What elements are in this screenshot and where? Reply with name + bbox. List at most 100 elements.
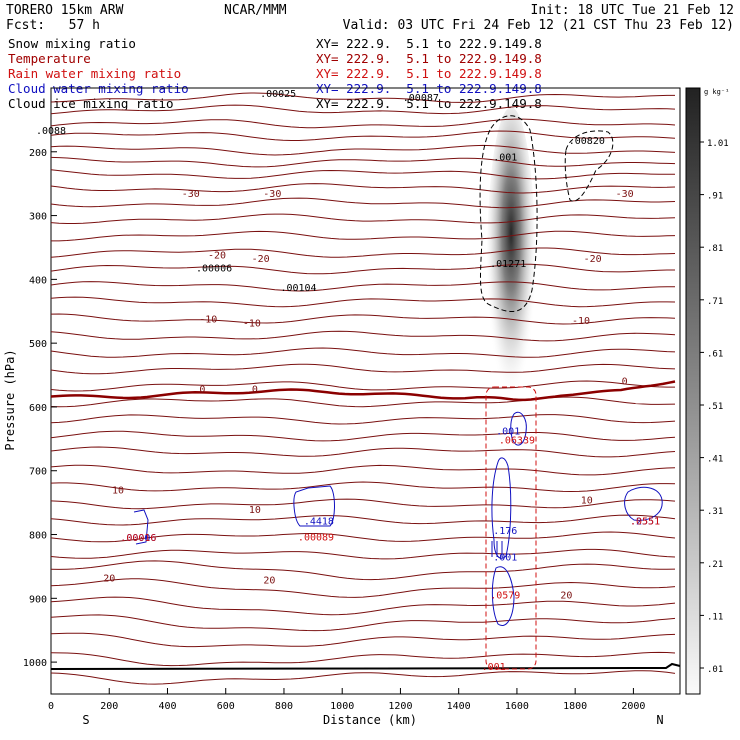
y-axis-title: Pressure (hPa): [3, 349, 17, 450]
rain-value: .0551: [630, 516, 660, 527]
isotherm: [50, 670, 676, 685]
isotherm: [50, 632, 676, 648]
isotherm: [50, 414, 676, 425]
snow-value: .0088: [36, 126, 66, 137]
forecast-hour: Fcst: 57 h: [6, 18, 100, 33]
rain-value: .00089: [298, 532, 334, 543]
temperature-label: -10: [572, 316, 590, 327]
isotherm: [50, 144, 676, 156]
colorbar-label: .11: [707, 612, 723, 622]
y-tick-label: 400: [29, 275, 47, 286]
cloud-water-contour-mid: [293, 485, 335, 527]
snow-value: .00087: [403, 93, 439, 104]
x-tick-label: 1200: [388, 701, 412, 712]
isotherm: [50, 560, 676, 581]
x-tick-label: 200: [100, 701, 118, 712]
snow-value: .00820: [569, 136, 605, 147]
temperature-label: -20: [208, 250, 226, 261]
freezing-level: [50, 380, 676, 402]
temperature-label: 20: [560, 590, 572, 601]
x-axis-title: Distance (km): [323, 713, 417, 727]
x-tick-label: 1600: [505, 701, 529, 712]
isotherm: [50, 380, 675, 392]
colorbar-label: .41: [707, 455, 723, 465]
cloud-water-value: .00006: [120, 533, 156, 544]
temperature-label: -10: [243, 319, 261, 330]
isotherm: [50, 347, 676, 358]
colorbar-label: .31: [707, 507, 723, 517]
colorbar-label: .71: [707, 297, 723, 307]
legend-label-temperature: Temperature: [8, 51, 91, 66]
isotherm: [50, 548, 676, 560]
rain-value: .001: [482, 662, 506, 673]
temperature-contours: [50, 92, 681, 685]
colorbar-label: 1.01: [707, 139, 729, 149]
cloud-ice-contour: [479, 115, 538, 312]
isotherm: [50, 130, 676, 141]
cloud-water-contour-low: [491, 566, 515, 626]
colorbar-label: .51: [707, 402, 723, 412]
x-tick-label: 400: [158, 701, 176, 712]
rain-contour: [485, 386, 537, 670]
colorbar-label: .21: [707, 560, 723, 570]
legend-label-rain: Rain water mixing ratio: [8, 66, 181, 81]
colorbar-label: .61: [707, 349, 723, 359]
isotherm: [50, 651, 676, 667]
isotherm: [50, 464, 676, 476]
isotherm: [50, 92, 675, 103]
temperature-label: -30: [263, 189, 281, 200]
isotherm: [50, 531, 676, 543]
x-tick-label: 1400: [447, 701, 471, 712]
temperature-label: 10: [249, 505, 261, 516]
valid-time: Valid: 03 UTC Fri 24 Feb 12 (21 CST Thu …: [343, 18, 734, 33]
snow-value: .00025: [260, 89, 296, 100]
isotherm: [50, 596, 676, 616]
org-label: NCAR/MMM: [224, 3, 287, 18]
legend-label-cloud-ice: Cloud ice mixing ratio: [8, 96, 174, 111]
isotherm: [50, 614, 676, 632]
y-tick-label: 300: [29, 212, 47, 223]
isotherm: [50, 263, 675, 275]
x-tick-label: 0: [48, 701, 54, 712]
temperature-label: -30: [182, 189, 200, 200]
snow-value: .01271: [490, 259, 526, 270]
rain-value: .00016: [120, 533, 156, 544]
init-time: Init: 18 UTC Tue 21 Feb 12: [531, 3, 735, 18]
x-tick-label: 800: [275, 701, 293, 712]
temperature-label: -20: [252, 254, 270, 265]
y-tick-label: 200: [29, 148, 47, 159]
legend-xy-snow: XY= 222.9. 5.1 to 222.9.149.8: [316, 36, 542, 51]
legend-xy-rain: XY= 222.9. 5.1 to 222.9.149.8: [316, 66, 542, 81]
ground-surface: [50, 662, 681, 670]
isotherm: [51, 230, 676, 242]
y-tick-label: 800: [29, 531, 47, 542]
isotherm: [50, 104, 676, 115]
x-tick-label: 2000: [621, 701, 645, 712]
isotherm: [50, 481, 676, 493]
isotherm: [50, 498, 676, 510]
contour-labels: -30 -30 -30 -20 -20 -20 -10 -10 -10 0 0 0 10 10 10 20 20…: [36, 89, 660, 673]
isotherm: [50, 197, 676, 209]
isotherm: [50, 396, 676, 408]
temperature-label: -30: [616, 189, 634, 200]
north-label: N: [656, 713, 663, 727]
cloud-water-value: .001: [496, 426, 520, 437]
colorbar-ramp: [685, 87, 701, 695]
isotherm: [50, 247, 676, 258]
snow-value: .00006: [196, 264, 232, 275]
y-tick-label: 500: [29, 339, 47, 350]
rain-value: .0579: [490, 590, 520, 601]
x-tick-label: 1800: [563, 701, 587, 712]
temperature-label: 10: [112, 486, 124, 497]
isotherm: [50, 118, 676, 129]
isotherm: [50, 578, 676, 598]
temperature-label: 20: [103, 574, 115, 585]
colorbar-label: .01: [707, 665, 723, 675]
isotherm: [50, 156, 676, 168]
cloud-water-contour: [491, 457, 512, 559]
temperature-label: 0: [622, 377, 628, 388]
snow-core: [487, 107, 536, 407]
snow-value: .001: [493, 153, 517, 164]
isotherm: [50, 363, 676, 375]
